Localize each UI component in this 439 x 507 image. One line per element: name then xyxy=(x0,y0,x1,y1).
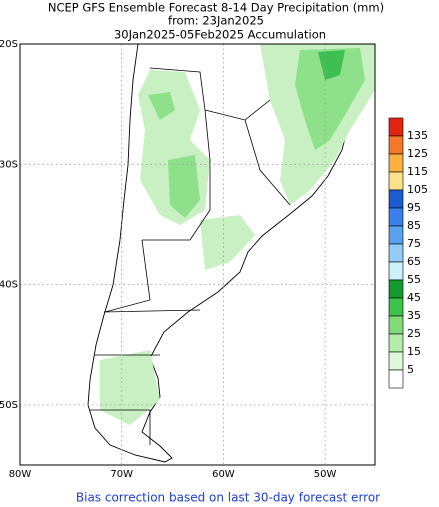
precip-area xyxy=(295,48,365,150)
lat-label: 20S xyxy=(0,39,18,50)
precip-area xyxy=(200,215,255,270)
map-frame xyxy=(19,43,376,466)
legend-label: 5 xyxy=(407,363,414,376)
title-line: 30Jan2025-05Feb2025 Accumulation xyxy=(114,28,326,42)
legend-label: 15 xyxy=(407,345,421,358)
legend-label: 85 xyxy=(407,219,421,232)
lon-label: 80W xyxy=(9,469,32,480)
legend-swatch xyxy=(388,315,404,335)
lat-label: 40S xyxy=(0,280,18,291)
precip-area xyxy=(168,155,200,218)
legend-swatch xyxy=(388,243,404,263)
legend-label: 35 xyxy=(407,309,421,322)
legend-label: 25 xyxy=(407,327,421,340)
legend-label: 75 xyxy=(407,237,421,250)
border xyxy=(90,67,291,445)
legend-swatch xyxy=(388,189,404,209)
legend-swatch xyxy=(388,333,404,353)
title-line: NCEP GFS Ensemble Forecast 8-14 Day Prec… xyxy=(48,1,384,15)
legend-label: 125 xyxy=(407,147,428,160)
lat-label: 30S xyxy=(0,159,18,170)
precip-area xyxy=(100,350,160,425)
precip-area xyxy=(148,92,175,120)
legend: 135 125 115 105 95 85 75 65 55 45 35 25 15 5 xyxy=(388,117,428,389)
lon-label: 60W xyxy=(212,469,235,480)
legend-swatch xyxy=(388,369,404,389)
legend-label: 95 xyxy=(407,201,421,214)
legend-swatch xyxy=(388,117,404,137)
legend-swatch xyxy=(388,261,404,281)
legend-label: 115 xyxy=(407,165,428,178)
legend-swatch xyxy=(388,135,404,155)
legend-swatch xyxy=(388,351,404,371)
legend-swatch xyxy=(388,153,404,173)
legend-swatch xyxy=(388,171,404,191)
legend-label: 135 xyxy=(407,129,428,142)
lon-label: 70W xyxy=(110,469,133,480)
legend-label: 55 xyxy=(407,273,421,286)
lat-label: 50S xyxy=(0,400,18,411)
legend-swatch xyxy=(388,297,404,317)
footer-note: Bias correction based on last 30-day for… xyxy=(76,491,380,505)
legend-label: 105 xyxy=(407,183,428,196)
legend-label: 65 xyxy=(407,255,421,268)
legend-swatch xyxy=(388,225,404,245)
legend-swatch xyxy=(388,279,404,299)
title-line: from: 23Jan2025 xyxy=(168,14,264,28)
lon-label: 50W xyxy=(314,469,337,480)
legend-label: 45 xyxy=(407,291,421,304)
map-panel xyxy=(20,43,376,465)
legend-swatch xyxy=(388,207,404,227)
